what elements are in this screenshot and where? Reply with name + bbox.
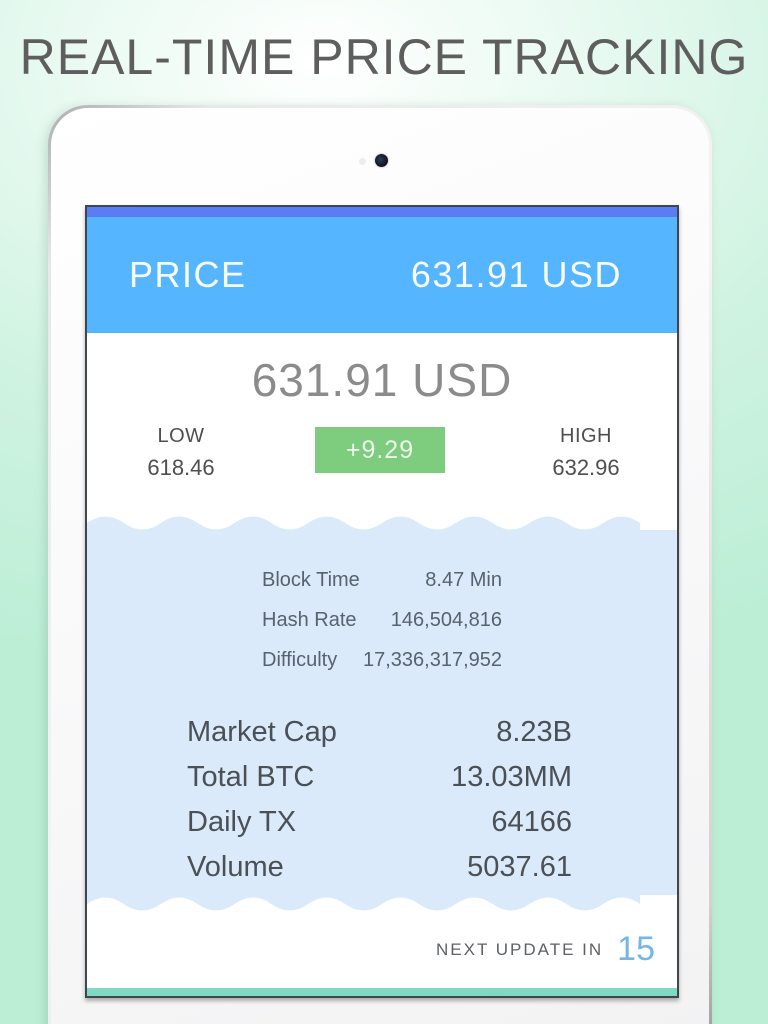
price-change-badge[interactable]: +9.29 <box>315 427 445 473</box>
stat-row: Difficulty 17,336,317,952 <box>262 640 502 680</box>
stat-row: Daily TX 64166 <box>187 800 572 845</box>
header-price-value: 631.91 USD <box>410 254 622 295</box>
high-price-block: HIGH 632.96 <box>499 425 673 481</box>
countdown-value: 15 <box>617 930 655 968</box>
low-value: 618.46 <box>147 455 215 480</box>
current-price: 631.91 USD <box>251 354 513 406</box>
stat-value: 8.47 Min <box>425 568 502 591</box>
high-label: HIGH <box>560 425 612 447</box>
wave-edge-top <box>87 514 677 530</box>
high-value: 632.96 <box>552 455 620 480</box>
stat-label: Block Time <box>262 568 360 591</box>
stat-row: Volume 5037.61 <box>187 845 572 890</box>
stat-value: 146,504,816 <box>390 608 502 631</box>
stat-value: 8.23B <box>496 716 572 748</box>
app-header: PRICE 631.91 USD <box>87 217 677 333</box>
price-section: 631.91 USD LOW 618.46 +9.29 HIGH 632.96 <box>87 333 677 514</box>
stat-row: Total BTC 13.03MM <box>187 755 572 800</box>
update-footer: NEXT UPDATE IN 15 <box>87 911 677 988</box>
ambient-sensor-icon <box>359 158 366 165</box>
header-title: PRICE <box>129 254 247 295</box>
stat-value: 17,336,317,952 <box>362 648 502 671</box>
status-bar <box>87 207 677 217</box>
stat-label: Total BTC <box>187 761 315 793</box>
stat-value: 64166 <box>491 806 572 838</box>
stats-panel: Block Time 8.47 Min Hash Rate 146,504,81… <box>87 530 677 895</box>
low-label: LOW <box>157 425 205 447</box>
stat-value: 5037.61 <box>467 851 572 883</box>
low-price-block: LOW 618.46 <box>91 425 271 481</box>
page-title: REAL-TIME PRICE TRACKING <box>19 29 749 85</box>
ipad-bezel: PRICE 631.91 USD 631.91 USD LOW 618.46 +… <box>51 108 709 1024</box>
stat-label: Hash Rate <box>262 608 357 631</box>
network-stats: Block Time 8.47 Min Hash Rate 146,504,81… <box>262 560 502 680</box>
app-screen: PRICE 631.91 USD 631.91 USD LOW 618.46 +… <box>85 205 679 998</box>
stat-label: Difficulty <box>262 648 338 671</box>
front-camera-icon <box>375 154 388 167</box>
market-stats: Market Cap 8.23B Total BTC 13.03MM Daily… <box>187 710 572 890</box>
stat-row: Block Time 8.47 Min <box>262 560 502 600</box>
stat-label: Daily TX <box>187 806 297 838</box>
stat-row: Hash Rate 146,504,816 <box>262 600 502 640</box>
stat-label: Volume <box>187 851 284 883</box>
wave-edge-bottom <box>87 895 677 911</box>
stat-value: 13.03MM <box>451 761 572 793</box>
bottom-accent-bar <box>87 988 677 996</box>
next-update-label: NEXT UPDATE IN <box>436 939 604 959</box>
stat-label: Market Cap <box>187 716 337 748</box>
ipad-device-frame: PRICE 631.91 USD 631.91 USD LOW 618.46 +… <box>48 105 712 1024</box>
stat-row: Market Cap 8.23B <box>187 710 572 755</box>
